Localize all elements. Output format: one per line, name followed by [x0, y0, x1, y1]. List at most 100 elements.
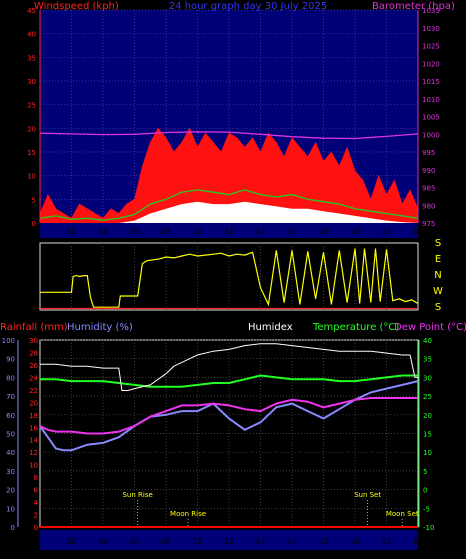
wind-xtick-label: 06 [130, 227, 140, 236]
humidity-yticks: 0 10 20 30 40 50 60 70 80 90 100 [2, 337, 15, 532]
dewpoint-tick-label: 0 [423, 487, 427, 495]
rainfall-tick-label: 16 [29, 424, 38, 432]
wind-speed-series [39, 189, 419, 221]
wind-xaxis-band [40, 223, 418, 238]
rainfall-tick-label: 0 [34, 524, 38, 532]
barometer-axis-label: Barometer (hpa) [372, 1, 455, 12]
humidity-tick-label: 50 [6, 431, 15, 439]
temp-xtick-label: 22 [382, 537, 392, 546]
compass-label: S [435, 302, 441, 313]
humidex-label: Humidex [248, 322, 293, 333]
windspeed-tick-label: 15 [27, 149, 36, 157]
windspeed-tick-label: 40 [27, 31, 36, 39]
temp-xtick-label: 02 [67, 537, 77, 546]
rainfall-tick-label: 28 [29, 349, 38, 357]
humidex-series [40, 343, 418, 391]
windspeed-tick-label: 30 [27, 78, 36, 86]
dewpoint-tick-label: 40 [423, 337, 432, 345]
temp-series [39, 343, 419, 528]
temp-xtick-label: 20 [350, 537, 360, 546]
wind-xtick-label: 12 [224, 227, 234, 236]
compass-label: E [435, 254, 441, 265]
temp-xtick-label: 16 [287, 537, 297, 546]
temp-xtick-label: 08 [161, 537, 171, 546]
temp-xtick-label: 06 [130, 537, 140, 546]
rainfall-axis-label: Rainfall (mm) [0, 322, 68, 333]
humidity-tick-label: 10 [6, 505, 15, 513]
gust-series [39, 127, 419, 224]
compass-label: W [433, 286, 443, 297]
windspeed-tick-label: 45 [27, 7, 36, 15]
rainfall-tick-label: 20 [29, 399, 38, 407]
wind-xtick-label: 16 [287, 227, 297, 236]
windspeed-tick-label: 10 [27, 173, 36, 181]
barometer-tick-label: 1005 [422, 114, 440, 122]
barometer-tick-label: 1035 [422, 7, 440, 15]
barometer-series [39, 131, 419, 140]
humidity-tick-label: 40 [6, 449, 15, 457]
windspeed-axis-label: Windspeed (kph) [34, 1, 119, 12]
graph-title: 24 hour graph day 30 July 2025 [169, 1, 328, 12]
barometer-tick-label: 1015 [422, 78, 440, 86]
wind-xtick-label: 10 [193, 227, 203, 236]
humidity-tick-label: 20 [6, 487, 15, 495]
temp-xtick-label: 00 [413, 537, 423, 546]
windspeed-tick-label: 5 [32, 196, 36, 204]
humidity-tick-label: 30 [6, 468, 15, 476]
dewpoint-tick-label: 35 [423, 356, 432, 364]
dewpoint-tick-label: 15 [423, 431, 432, 439]
temp-xaxis-band [40, 530, 418, 550]
event-label: Moon Rise [170, 510, 206, 518]
barometer-tick-label: 975 [422, 220, 435, 228]
dewpoint-tick-label: 5 [423, 468, 427, 476]
humidity-tick-label: 0 [11, 524, 15, 532]
barometer-tick-label: 985 [422, 185, 435, 193]
temp-xtick-label: 18 [319, 537, 329, 546]
compass-label: S [435, 238, 441, 249]
temperature-series [40, 374, 418, 388]
barometer-tick-label: 980 [422, 202, 435, 210]
wind-xtick-label: 14 [256, 227, 266, 236]
rainfall-tick-label: 2 [34, 512, 38, 520]
rainfall-tick-label: 4 [34, 499, 39, 507]
barometer-tick-label: 990 [422, 167, 435, 175]
barometer-tick-label: 1025 [422, 43, 440, 51]
barometer-tick-label: 1030 [422, 25, 440, 33]
windspeed-tick-label: 0 [32, 220, 36, 228]
rainfall-tick-label: 12 [29, 449, 38, 457]
humidity-tick-label: 80 [6, 374, 15, 382]
barometer-tick-label: 1000 [422, 131, 440, 139]
rainfall-tick-label: 24 [29, 374, 38, 382]
dewpoint-tick-label: -5 [423, 505, 430, 513]
rainfall-tick-label: 8 [34, 474, 38, 482]
rainfall-tick-label: 14 [29, 437, 38, 445]
compass-label: N [434, 270, 441, 281]
temp-xtick-label: 12 [224, 537, 234, 546]
barometer-tick-label: 1020 [422, 60, 440, 68]
rainfall-tick-label: 26 [29, 362, 38, 370]
direction-grid [71, 243, 387, 310]
wind-yticks: 0 5 10 15 20 25 30 35 40 45 [27, 7, 36, 228]
temp-xticks: 02 04 06 08 10 12 14 16 18 20 22 00 [67, 537, 423, 546]
temp-xtick-label: 14 [256, 537, 266, 546]
rainfall-tick-label: 18 [29, 412, 38, 420]
direction-series [40, 248, 419, 310]
temp-xtick-label: 04 [98, 537, 108, 546]
dewpoint-series [39, 397, 418, 435]
wind-xtick-label: 02 [67, 227, 77, 236]
rainfall-tick-label: 22 [29, 387, 38, 395]
rainfall-tick-label: 30 [29, 337, 38, 345]
dewpoint-tick-label: 10 [423, 449, 432, 457]
windspeed-tick-label: 20 [27, 125, 36, 133]
barometer-tick-label: 1010 [422, 96, 440, 104]
humidity-tick-label: 100 [2, 337, 15, 345]
humidity-tick-label: 60 [6, 412, 15, 420]
event-label: Moon Set [386, 510, 419, 518]
event-label: Sun Rise [122, 491, 152, 499]
dewpoint-tick-label: -10 [423, 524, 434, 532]
wind-xtick-label: 20 [350, 227, 360, 236]
wind-xtick-label: 04 [98, 227, 108, 236]
dewpoint-tick-label: 30 [423, 374, 432, 382]
dewpoint-yticks: -10 -5 0 5 10 15 20 25 30 35 40 [423, 337, 434, 532]
